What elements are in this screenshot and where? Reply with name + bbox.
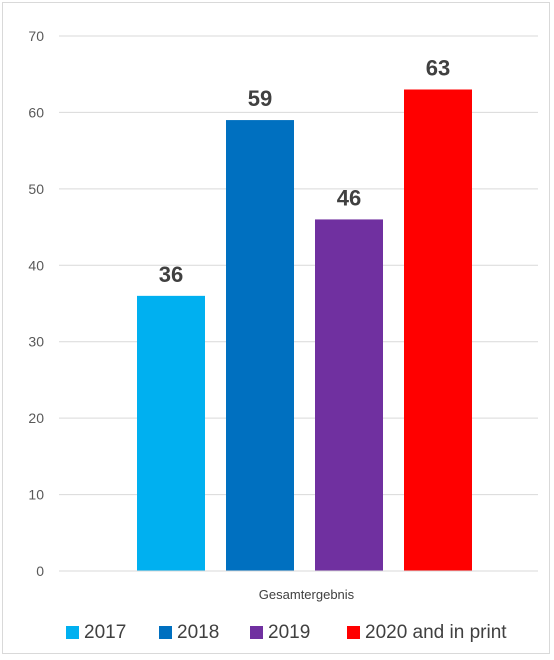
data-label-2019: 46 <box>337 185 361 210</box>
y-tick-label-50: 50 <box>28 181 44 197</box>
y-tick-label-40: 40 <box>28 257 44 273</box>
data-label-2020-and-in-print: 63 <box>426 56 450 81</box>
y-axis-tick-labels: 0 10 20 30 40 50 60 70 <box>28 28 44 579</box>
data-labels: 36 59 46 63 <box>159 56 450 287</box>
data-label-2018: 59 <box>248 86 272 111</box>
y-tick-label-30: 30 <box>28 334 44 350</box>
y-tick-label-70: 70 <box>28 28 44 44</box>
legend-swatch-2019 <box>250 626 263 639</box>
bar-2020-and-in-print <box>404 89 472 571</box>
y-tick-label-20: 20 <box>28 410 44 426</box>
bar-2017 <box>137 295 205 571</box>
legend-label-2019: 2019 <box>268 622 310 643</box>
legend: 2017 2018 2019 2020 and in print <box>66 622 507 643</box>
x-axis-category-label: Gesamtergebnis <box>259 587 355 602</box>
legend-swatch-2020-and-in-print <box>347 626 360 639</box>
bar-2018 <box>226 120 294 572</box>
y-tick-label-0: 0 <box>36 563 44 579</box>
bars <box>137 89 472 572</box>
legend-label-2017: 2017 <box>84 622 126 643</box>
legend-label-2020-and-in-print: 2020 and in print <box>365 622 507 643</box>
legend-label-2018: 2018 <box>177 622 219 643</box>
chart-frame: 0 10 20 30 40 50 60 70 36 59 46 63 Gesamtergebnis … <box>2 2 550 654</box>
legend-swatch-2017 <box>66 626 79 639</box>
legend-swatch-2018 <box>159 626 172 639</box>
bar-2019 <box>315 219 383 571</box>
y-tick-label-60: 60 <box>28 104 44 120</box>
y-tick-label-10: 10 <box>28 487 44 503</box>
data-label-2017: 36 <box>159 262 183 287</box>
